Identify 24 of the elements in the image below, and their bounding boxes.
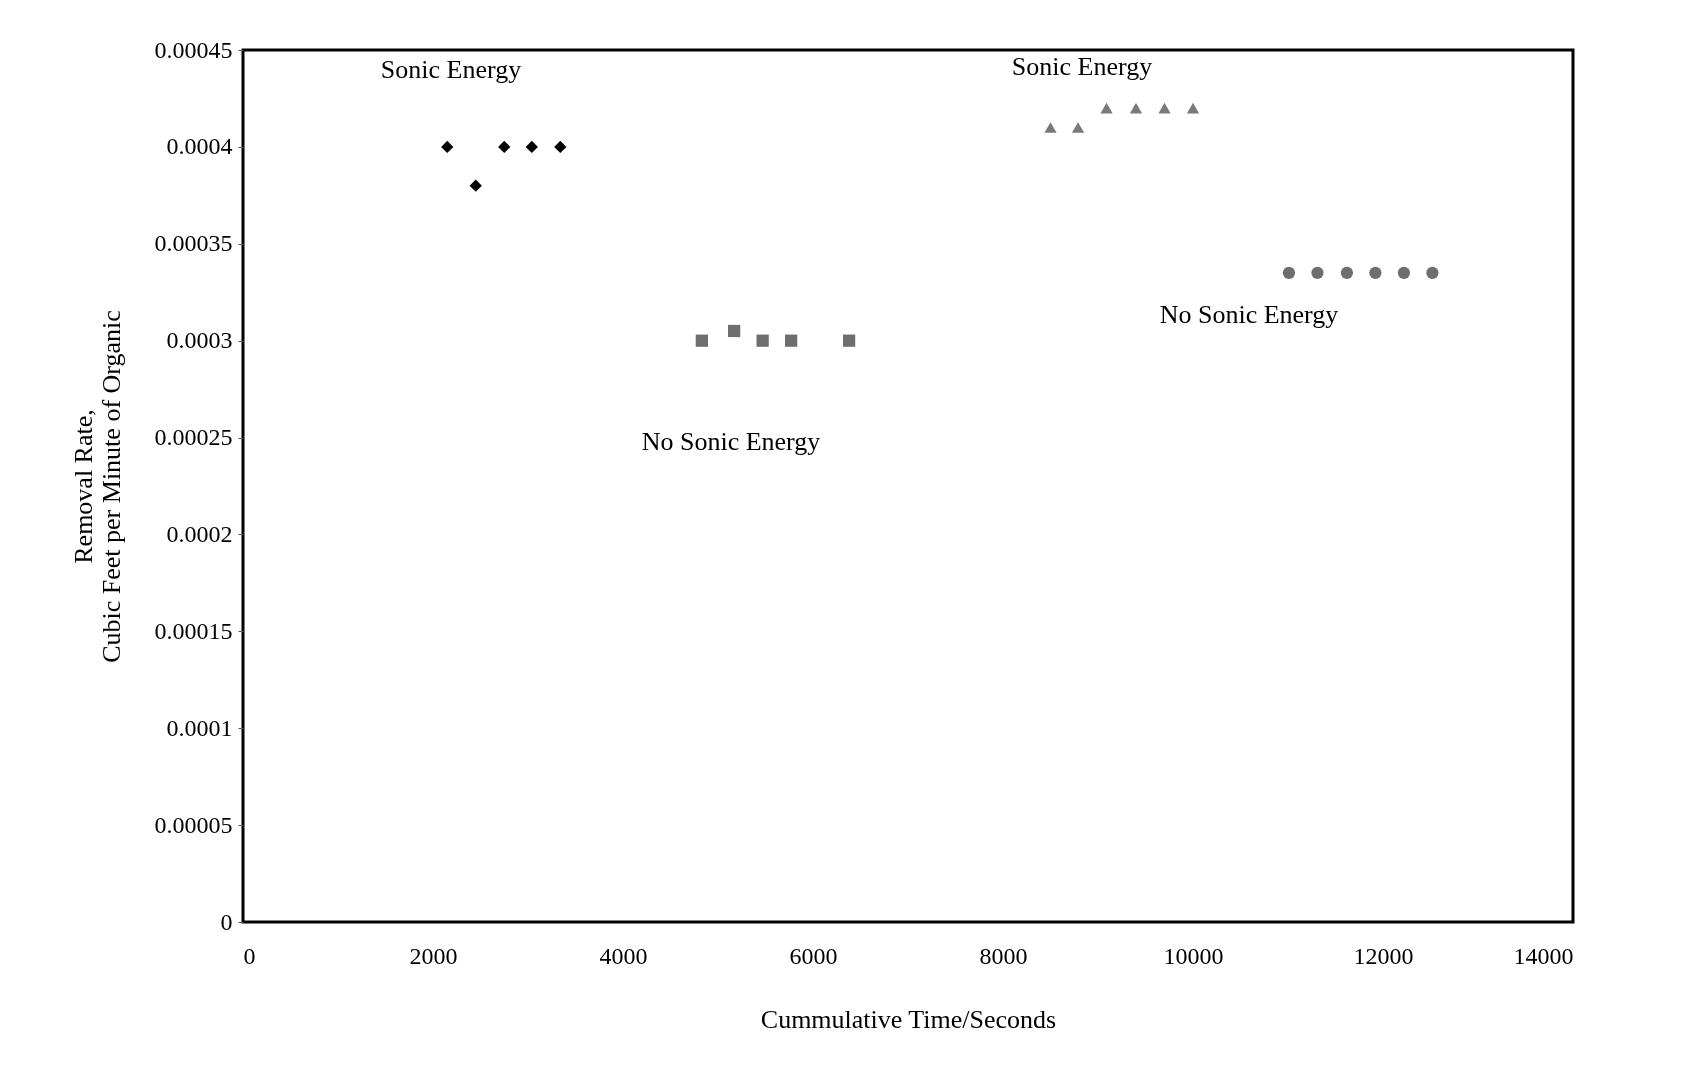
y-axis-title: Removal Rate, Cubic Feet per Minute of Organic [68,310,126,663]
x-tick-label: 8000 [979,942,1028,969]
x-tick-label: 4000 [599,942,648,969]
x-tick-label: 12000 [1353,942,1414,969]
x-tick-label: 6000 [789,942,838,969]
y-tick-label: 0.00035 [154,230,233,257]
y-tick-label: 0.00045 [154,36,233,63]
y-tick-label: 0.0002 [166,520,233,547]
y-tick-label: 0 [220,908,233,935]
y-tick-label: 0.00015 [154,617,233,644]
annotation: Sonic Energy [1011,52,1153,81]
y-tick-label: 0.00025 [154,424,233,451]
x-tick-label: 10000 [1163,942,1224,969]
y-tick-label: 0.00005 [154,811,233,838]
annotation: No Sonic Energy [641,427,821,456]
x-tick-label: 2000 [409,942,458,969]
y-tick-label: 0.0003 [166,327,233,354]
annotation: Sonic Energy [380,55,522,84]
x-tick-label: 14000 [1513,942,1574,969]
annotation: No Sonic Energy [1159,300,1339,329]
y-tick-label: 0.0001 [166,714,233,741]
x-axis-title: Cummulative Time/Seconds [760,1004,1057,1034]
y-tick-label: 0.0004 [166,133,233,160]
x-tick-label: 0 [243,942,256,969]
